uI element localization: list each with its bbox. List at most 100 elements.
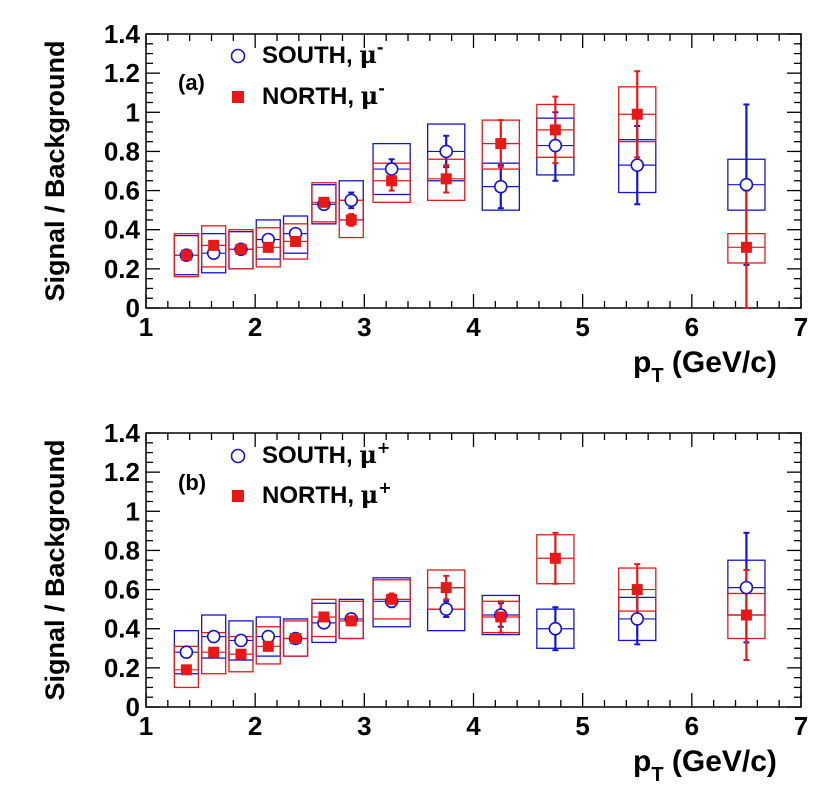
legend-entry-south: SOUTH, μ- xyxy=(262,38,384,69)
data-point-south xyxy=(439,602,454,616)
x-tick-label: 7 xyxy=(794,711,808,741)
data-point-north xyxy=(290,235,302,247)
plot-frame xyxy=(145,33,802,309)
y-tick-label: 0.6 xyxy=(104,176,140,206)
y-tick-label: 0 xyxy=(126,293,140,323)
panel-label: (a) xyxy=(178,70,205,95)
x-axis-title: pT (GeV/c) xyxy=(633,346,777,387)
data-point-south xyxy=(439,144,454,159)
x-axis-title-main: p xyxy=(633,745,651,778)
legend-marker-south xyxy=(230,48,246,64)
data-point-south xyxy=(206,629,221,644)
legend-comma: , xyxy=(346,42,359,69)
y-tick-label: 1.2 xyxy=(104,58,140,88)
data-point-south xyxy=(630,158,645,172)
markers-north xyxy=(180,552,752,676)
data-point-north xyxy=(386,593,398,605)
data-point-north xyxy=(345,615,357,627)
y-axis-title: Signal / Background xyxy=(40,439,70,700)
x-tick-label: 5 xyxy=(575,711,589,741)
data-point-south xyxy=(344,193,359,208)
data-point-south xyxy=(548,138,563,153)
series-north xyxy=(173,531,766,689)
data-point-north xyxy=(440,582,452,594)
legend-marker-north xyxy=(232,490,244,502)
x-axis-title-sub: T xyxy=(651,365,663,387)
data-point-north xyxy=(262,241,274,253)
sys-box xyxy=(201,225,227,268)
data-point-north xyxy=(386,175,398,187)
chart-panel-b: 0 0.2 0.4 0.6 0.8 1 1.2 1.4 1 2 3 4 5 6 7 Signal / Back… xyxy=(40,418,808,786)
x-tick-label: 4 xyxy=(466,312,481,342)
sys-box xyxy=(426,158,466,202)
series-south xyxy=(173,531,766,675)
legend-particle: μ xyxy=(359,40,377,69)
data-point-north xyxy=(290,633,302,644)
legend-name: NORTH xyxy=(262,83,347,110)
data-point-north xyxy=(740,609,752,621)
y-tick-label: 1.4 xyxy=(104,418,141,448)
x-tick-label: 1 xyxy=(139,312,153,342)
x-tick-label: 2 xyxy=(248,711,262,741)
y-axis-title: Signal / Background xyxy=(40,40,70,301)
data-point-south xyxy=(493,179,508,194)
x-tick-label: 4 xyxy=(466,711,481,741)
data-point-north xyxy=(440,173,452,185)
data-point-south xyxy=(261,629,276,644)
x-axis-title-main: p xyxy=(633,346,651,379)
legend-particle: μ xyxy=(361,81,379,110)
data-point-north xyxy=(345,214,357,226)
data-point-north xyxy=(740,241,752,253)
y-tick-label: 0.8 xyxy=(104,535,140,565)
legend-name: NORTH xyxy=(262,482,347,509)
data-point-south xyxy=(548,621,563,636)
legend-charge: + xyxy=(377,438,390,457)
data-point-south xyxy=(234,633,248,648)
data-point-north xyxy=(631,584,643,596)
legend-entry-north: NORTH, μ+ xyxy=(262,478,392,509)
y-tick-label: 0.8 xyxy=(104,136,140,166)
data-point-south xyxy=(384,162,399,176)
x-tick-label: 2 xyxy=(248,312,262,342)
y-tick-label: 0.2 xyxy=(104,653,140,683)
data-point-north xyxy=(180,664,192,676)
data-point-north xyxy=(208,646,220,658)
x-tick-label: 6 xyxy=(685,312,699,342)
x-tick-label: 6 xyxy=(685,711,699,741)
y-tick-label: 0.6 xyxy=(104,575,140,605)
data-point-north xyxy=(549,124,561,136)
data-point-north xyxy=(208,239,220,251)
panel-label: (b) xyxy=(178,470,206,495)
legend-charge: - xyxy=(377,38,384,57)
data-point-north xyxy=(318,196,330,208)
y-tick-label: 1 xyxy=(126,496,140,526)
x-tick-label: 1 xyxy=(139,711,153,741)
legend-comma: , xyxy=(347,83,360,110)
legend-entry-south: SOUTH, μ+ xyxy=(262,438,390,469)
y-tick-label: 0 xyxy=(126,692,140,722)
x-tick-label: 3 xyxy=(357,312,371,342)
plot-frame xyxy=(145,432,802,708)
legend-charge: - xyxy=(378,79,385,98)
x-axis-title-unit: (GeV/c) xyxy=(664,745,777,778)
data-point-north xyxy=(235,648,247,660)
legend-name: SOUTH xyxy=(262,442,346,469)
chart-panel-a: 0 0.2 0.4 0.6 0.8 1 1.2 1.4 1 2 3 4 5 6 7 Signal / Back… xyxy=(40,19,808,387)
y-tick-label: 1.2 xyxy=(104,457,140,487)
data-point-south xyxy=(179,645,194,660)
sys-box xyxy=(311,598,337,638)
data-point-north xyxy=(549,552,561,564)
x-axis-title: pT (GeV/c) xyxy=(633,745,777,786)
y-tick-label: 0.4 xyxy=(104,215,141,245)
data-point-north xyxy=(262,640,274,652)
y-tick-label: 0.4 xyxy=(104,614,141,644)
x-tick-label: 7 xyxy=(794,312,808,342)
sys-box xyxy=(255,626,281,665)
x-axis-title-sub: T xyxy=(651,764,663,786)
data-point-north xyxy=(631,108,643,120)
legend-charge: + xyxy=(378,478,391,497)
legend-name: SOUTH xyxy=(262,42,346,69)
markers-north xyxy=(180,108,752,261)
data-point-south xyxy=(630,612,645,626)
